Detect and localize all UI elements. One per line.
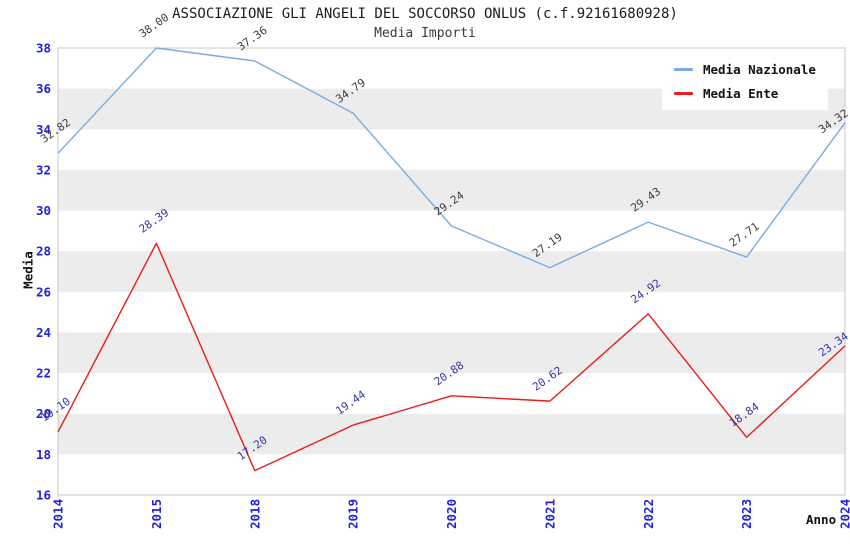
series-line-media-ente [57,242,846,472]
y-tick-label: 16 [36,488,51,503]
chart-title: ASSOCIAZIONE GLI ANGELI DEL SOCCORSO ONL… [172,6,678,22]
grid-band [58,332,845,374]
y-tick-label: 38 [36,41,51,56]
x-tick-label: 2021 [542,499,557,529]
series-line-media-nazionale [57,47,846,269]
y-tick-label: 30 [36,203,51,218]
y-tick-label: 34 [36,122,51,137]
x-tick-label: 2024 [838,499,850,529]
y-tick-label: 26 [36,284,51,299]
y-tick-label: 24 [36,325,51,340]
x-tick-label: 2019 [346,499,361,529]
legend-label: Media Ente [703,86,779,101]
legend-marker-icon [674,68,693,71]
y-axis-label: Media [20,251,36,289]
y-tick-label: 28 [36,244,51,259]
point-label: 27.71 [727,220,762,250]
y-tick-label: 36 [36,81,51,96]
point-label: 38.00 [137,11,172,41]
plot-border [57,47,846,496]
y-tick-label: 32 [36,162,51,177]
x-tick-label: 2014 [51,499,66,529]
x-tick-label: 2020 [444,499,459,529]
grid-band [58,413,845,455]
legend-item: Media Nazionale [674,62,816,77]
x-tick-label: 2023 [739,499,754,529]
point-label: 37.36 [235,24,270,54]
x-tick-label: 2015 [149,499,164,529]
legend-item: Media Ente [674,86,816,101]
y-tick-label: 22 [36,366,51,381]
legend-label: Media Nazionale [703,62,816,77]
chart-subtitle: Media Importi [374,26,476,41]
y-tick-label: 20 [36,406,51,421]
y-tick-label: 18 [36,447,51,462]
grid-band [58,169,845,211]
x-tick-label: 2018 [247,499,262,529]
x-axis-label: Anno [806,512,837,527]
legend-marker-icon [674,92,693,95]
grid-band [58,251,845,292]
point-label: 32.82 [38,116,73,146]
x-tick-label: 2022 [641,499,656,529]
legend: Media Nazionale Media Ente [662,54,828,110]
point-label: 19.44 [333,388,368,418]
